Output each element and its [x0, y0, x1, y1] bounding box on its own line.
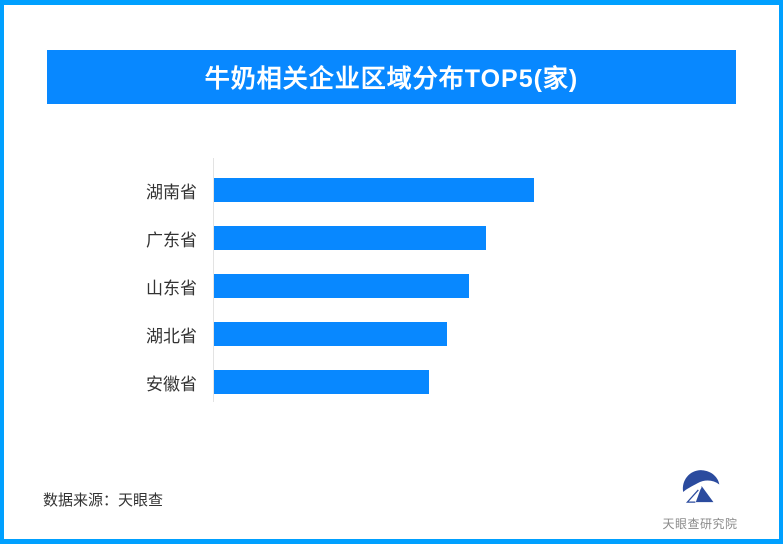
- bar-row: 湖北省: [4, 310, 764, 358]
- bar-label: 湖南省: [146, 182, 197, 202]
- bar-label: 湖北省: [146, 326, 197, 346]
- logo-text: 天眼查研究院: [662, 517, 738, 531]
- bar: [214, 178, 534, 202]
- bar: [214, 322, 447, 346]
- tianyancha-logo-icon: [679, 465, 721, 514]
- bar-row: 安徽省: [4, 358, 764, 406]
- bar-row: 广东省: [4, 214, 764, 262]
- category-axis-line: [213, 158, 214, 402]
- bar-label: 安徽省: [146, 374, 197, 394]
- bar-label: 广东省: [146, 230, 197, 250]
- page-title: 牛奶相关企业区域分布TOP5(家): [204, 65, 579, 93]
- header-bar: 牛奶相关企业区域分布TOP5(家): [47, 50, 736, 104]
- data-source-note: 数据来源：天眼查: [43, 492, 164, 509]
- bar-row: 山东省: [4, 262, 764, 310]
- logo-block: 天眼查研究院: [655, 465, 745, 532]
- bar-rows: 湖南省广东省山东省湖北省安徽省: [4, 166, 764, 406]
- bar: [214, 274, 469, 298]
- bar: [214, 370, 429, 394]
- bar-label: 山东省: [146, 278, 197, 298]
- bar: [214, 226, 486, 250]
- bar-row: 湖南省: [4, 166, 764, 214]
